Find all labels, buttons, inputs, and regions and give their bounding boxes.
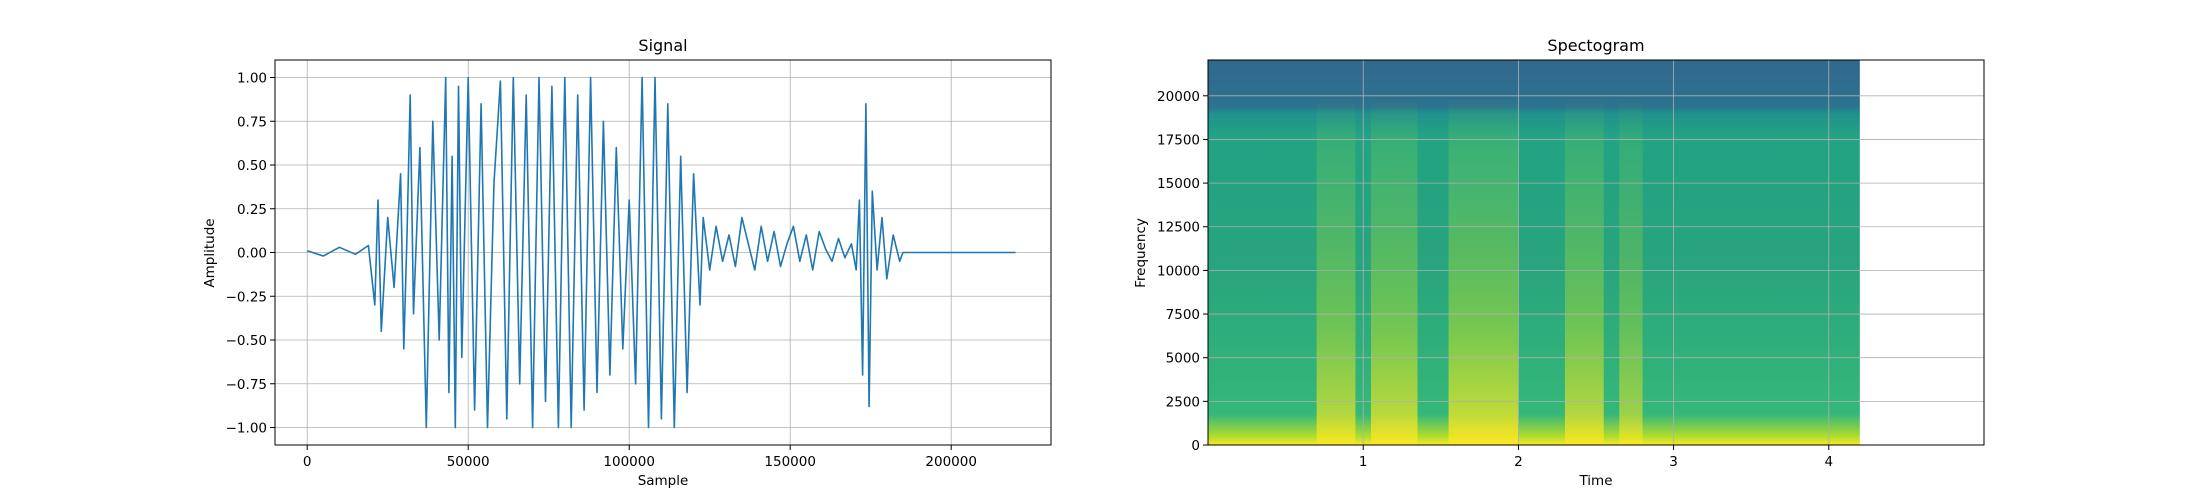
spectrogram-energy-band [1316, 98, 1356, 445]
spectrogram-energy-band [1619, 98, 1643, 445]
spectrogram-heatmap [1208, 60, 1860, 445]
signal-x-ticks: 0 50000 100000 150000 200000 [303, 445, 977, 470]
signal-series-line [306, 76, 1016, 429]
signal-chart-title: Signal [638, 36, 687, 55]
spectrogram-y-tick-label: 12500 [1157, 220, 1200, 236]
spectrogram-x-label: Time [1578, 473, 1612, 489]
spectrogram-x-tick-label: 3 [1669, 454, 1678, 470]
spectrogram-axes-frame [1207, 59, 1985, 446]
spectrogram-energy-band [1564, 98, 1604, 445]
signal-x-tick-label: 100000 [603, 454, 655, 470]
signal-y-tick-label: −0.25 [226, 289, 267, 305]
signal-y-tick-label: 0.00 [237, 246, 267, 262]
signal-x-tick-label: 200000 [925, 454, 977, 470]
spectrogram-y-tick-label: 0 [1191, 438, 1200, 454]
spectrogram-y-label: Frequency [1133, 218, 1149, 288]
spectrogram-y-tick-label: 20000 [1157, 89, 1200, 105]
spectrogram-y-tick-label: 2500 [1166, 394, 1200, 410]
spectrogram-y-tick-label: 10000 [1157, 263, 1200, 279]
signal-y-tick-label: 0.50 [237, 158, 267, 174]
spectrogram-y-tick-label: 7500 [1166, 307, 1200, 323]
spectrogram-x-tick-label: 2 [1514, 454, 1523, 470]
spectrogram-y-tick-label: 5000 [1166, 351, 1200, 367]
spectrogram-energy-band [1448, 98, 1519, 445]
signal-x-tick-label: 0 [303, 454, 312, 470]
spectrogram-y-tick-label: 15000 [1157, 176, 1200, 192]
signal-y-tick-label: 1.00 [237, 71, 267, 87]
signal-x-label: Sample [638, 473, 689, 489]
spectrogram-chart: Spectogram 1 2 3 4 0 2500 5000 7500 10000 12500 1… [1133, 36, 1985, 489]
signal-chart: Signal 0 50000 100000 150000 200000 −1.00 −0.… [202, 36, 1052, 489]
spectrogram-y-ticks: 0 2500 5000 7500 10000 12500 15000 17500 20000 [1157, 89, 1208, 454]
signal-y-tick-label: −0.50 [226, 333, 267, 349]
signal-y-ticks: −1.00 −0.75 −0.50 −0.25 0.00 0.25 0.50 0.75 1.00 [226, 71, 275, 437]
signal-y-tick-label: 0.25 [237, 202, 267, 218]
signal-y-tick-label: 0.75 [237, 114, 267, 130]
spectrogram-chart-title: Spectogram [1547, 36, 1644, 55]
signal-y-tick-label: −0.75 [226, 377, 267, 393]
spectrogram-x-tick-label: 4 [1825, 454, 1834, 470]
signal-y-tick-label: −1.00 [226, 421, 267, 437]
spectrogram-energy-band [1370, 98, 1418, 445]
spectrogram-y-tick-label: 17500 [1157, 132, 1200, 148]
signal-plot-area [306, 76, 1016, 429]
signal-y-label: Amplitude [202, 218, 218, 287]
signal-x-tick-label: 50000 [447, 454, 490, 470]
signal-x-tick-label: 150000 [764, 454, 816, 470]
spectrogram-x-tick-label: 1 [1359, 454, 1368, 470]
spectrogram-field [1208, 60, 1860, 445]
spectrogram-x-ticks: 1 2 3 4 [1359, 445, 1833, 470]
